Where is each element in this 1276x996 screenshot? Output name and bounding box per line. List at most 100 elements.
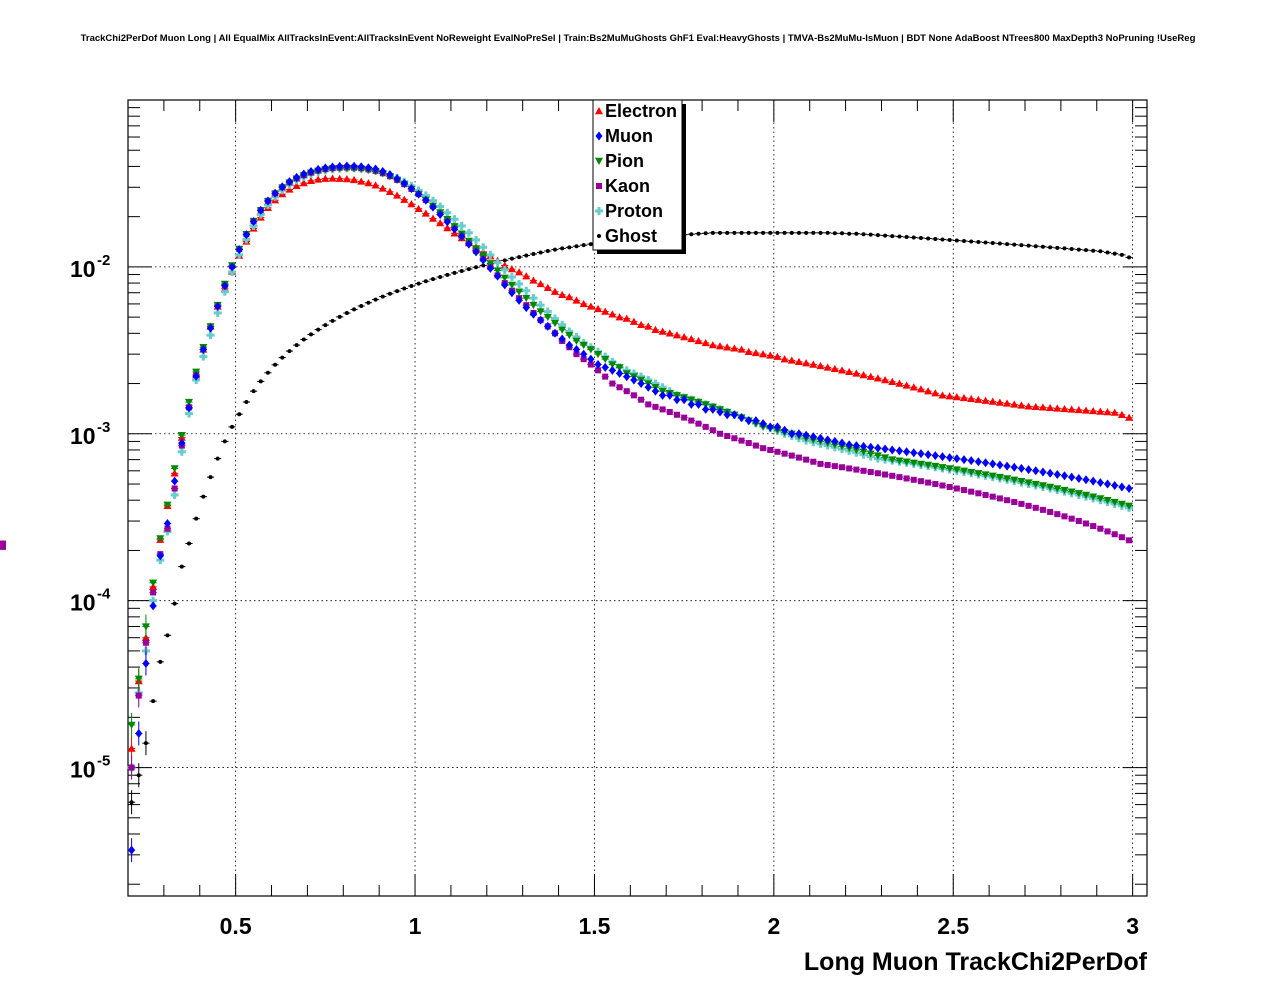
data-point — [953, 454, 961, 464]
data-point — [1111, 531, 1118, 538]
data-point — [767, 446, 774, 453]
y-tick-label: 10 -4 — [70, 586, 111, 616]
axes: 0.5 1 1.5 2 2.5 310-510-410-310-2 — [70, 99, 1148, 939]
data-point — [953, 485, 960, 492]
data-point — [974, 395, 983, 403]
data-point — [258, 379, 263, 384]
data-point — [1053, 485, 1062, 493]
data-point — [945, 465, 954, 473]
data-point — [781, 450, 788, 457]
data-point — [178, 438, 186, 448]
data-point — [788, 452, 795, 459]
data-point-v — [180, 447, 184, 456]
data-point — [201, 494, 206, 499]
data-point — [866, 450, 875, 458]
data-point-v — [151, 596, 155, 605]
data-point — [989, 493, 996, 500]
data-point — [960, 467, 969, 475]
data-point-v — [460, 221, 464, 230]
data-point — [186, 541, 191, 546]
data-point-v — [488, 250, 492, 259]
data-point — [357, 177, 366, 185]
data-point — [630, 375, 638, 385]
data-point — [500, 274, 509, 282]
data-point — [1117, 500, 1126, 508]
data-point — [975, 490, 982, 497]
data-point — [1054, 511, 1061, 518]
legend-entry-electron: Electron — [595, 101, 677, 121]
data-point — [587, 354, 595, 364]
data-point — [859, 371, 868, 379]
data-point — [481, 263, 486, 268]
data-point — [652, 403, 659, 410]
data-point — [206, 331, 215, 340]
y-tick-label: 10 -3 — [70, 419, 110, 449]
data-point — [926, 236, 931, 241]
data-point — [759, 350, 768, 358]
data-point — [816, 361, 825, 370]
data-point — [1047, 508, 1054, 515]
data-point — [888, 445, 896, 455]
data-point — [1068, 472, 1076, 482]
data-point — [895, 446, 903, 456]
data-point — [873, 452, 882, 460]
data-point — [0, 543, 6, 550]
data-point — [194, 516, 199, 521]
y-tick-exponent: -3 — [97, 419, 110, 436]
data-point — [522, 272, 531, 280]
data-point — [795, 429, 803, 439]
data-point — [207, 323, 215, 333]
data-point — [1110, 408, 1119, 416]
data-point — [839, 464, 846, 471]
data-point — [673, 411, 680, 418]
data-point — [409, 284, 414, 289]
data-point — [515, 288, 524, 296]
data-point — [774, 448, 781, 455]
data-point — [608, 310, 617, 318]
data-point — [494, 271, 502, 281]
data-point — [323, 323, 328, 328]
data-point — [847, 231, 852, 236]
data-point — [543, 313, 552, 322]
data-point — [1053, 470, 1061, 480]
data-point — [695, 420, 702, 427]
data-point — [221, 281, 229, 291]
data-point — [694, 336, 703, 345]
data-point — [538, 250, 543, 255]
data-point — [967, 456, 975, 466]
data-point — [1033, 244, 1038, 249]
data-point — [1075, 473, 1083, 483]
data-point — [1084, 248, 1089, 253]
data-point — [479, 243, 488, 252]
data-point — [1089, 493, 1098, 501]
data-point — [1082, 406, 1091, 414]
data-point — [601, 355, 610, 364]
data-point — [888, 377, 897, 385]
data-point — [372, 164, 380, 174]
data-point — [967, 468, 976, 477]
data-point — [723, 410, 731, 420]
data-point — [853, 466, 860, 473]
data-point — [688, 417, 695, 424]
data-point — [659, 390, 667, 400]
data-point — [1125, 413, 1134, 421]
data-point — [515, 268, 524, 276]
data-point — [601, 362, 609, 372]
data-point — [558, 334, 566, 344]
data-point — [300, 169, 308, 179]
legend-label: Proton — [605, 201, 663, 221]
data-point — [1062, 246, 1067, 251]
data-point — [142, 639, 149, 646]
data-point — [666, 409, 673, 416]
data-point — [373, 297, 378, 302]
data-point — [595, 131, 603, 141]
data-point — [213, 308, 222, 317]
data-point — [364, 179, 373, 187]
data-point — [988, 397, 997, 405]
data-point — [184, 409, 193, 418]
legend-entry-ghost: Ghost — [597, 226, 657, 246]
data-point — [708, 341, 717, 349]
data-point — [220, 287, 229, 296]
data-point — [873, 374, 882, 382]
data-point — [960, 455, 968, 465]
